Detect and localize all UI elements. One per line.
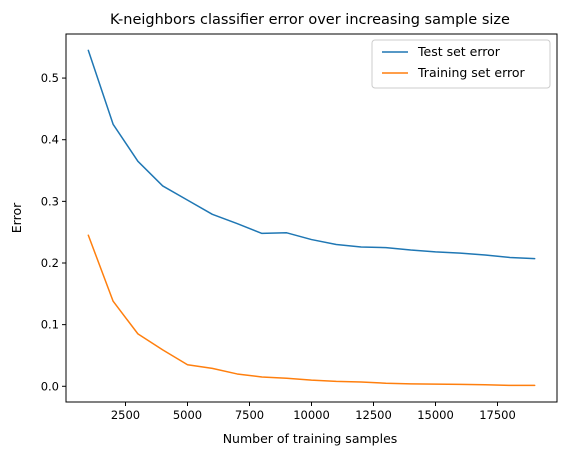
x-tick-label: 7500 — [235, 408, 264, 422]
y-tick-label: 0.3 — [41, 194, 59, 208]
y-tick-label: 0.5 — [41, 71, 59, 85]
chart-title: K-neighbors classifier error over increa… — [110, 12, 510, 28]
x-tick-label: 5000 — [173, 408, 202, 422]
series-line-test-set-error — [87, 49, 536, 260]
plot-area: 2500 5000 7500 10000 12500 15000 17500 0.00.10… — [41, 33, 558, 422]
legend-label-training-set-error: Training set error — [417, 65, 525, 80]
x-tick-label: 10000 — [293, 408, 330, 422]
legend: Test set error Training set error — [371, 39, 551, 89]
plot-frame — [65, 33, 558, 403]
legend-label-test-set-error: Test set error — [417, 44, 501, 59]
x-tick-label: 15000 — [417, 408, 454, 422]
legend-box — [371, 39, 551, 89]
y-axis-title: Error — [9, 202, 24, 233]
series-layer — [87, 49, 536, 387]
y-axis: 0.0 0.1 0.2 0.3 0.4 0.5 — [41, 71, 66, 393]
y-tick-label: 0.2 — [41, 256, 59, 270]
x-tick-label: 17500 — [479, 408, 516, 422]
x-tick-label: 2500 — [111, 408, 140, 422]
y-tick-label: 0.4 — [41, 133, 59, 147]
x-tick-label: 12500 — [355, 408, 392, 422]
y-tick-label: 0.0 — [41, 379, 59, 393]
x-axis: 2500 5000 7500 10000 12500 15000 17500 — [111, 402, 516, 422]
x-axis-title: Number of training samples — [223, 431, 398, 446]
y-tick-label: 0.1 — [41, 318, 59, 332]
series-line-training-set-error — [87, 234, 536, 387]
